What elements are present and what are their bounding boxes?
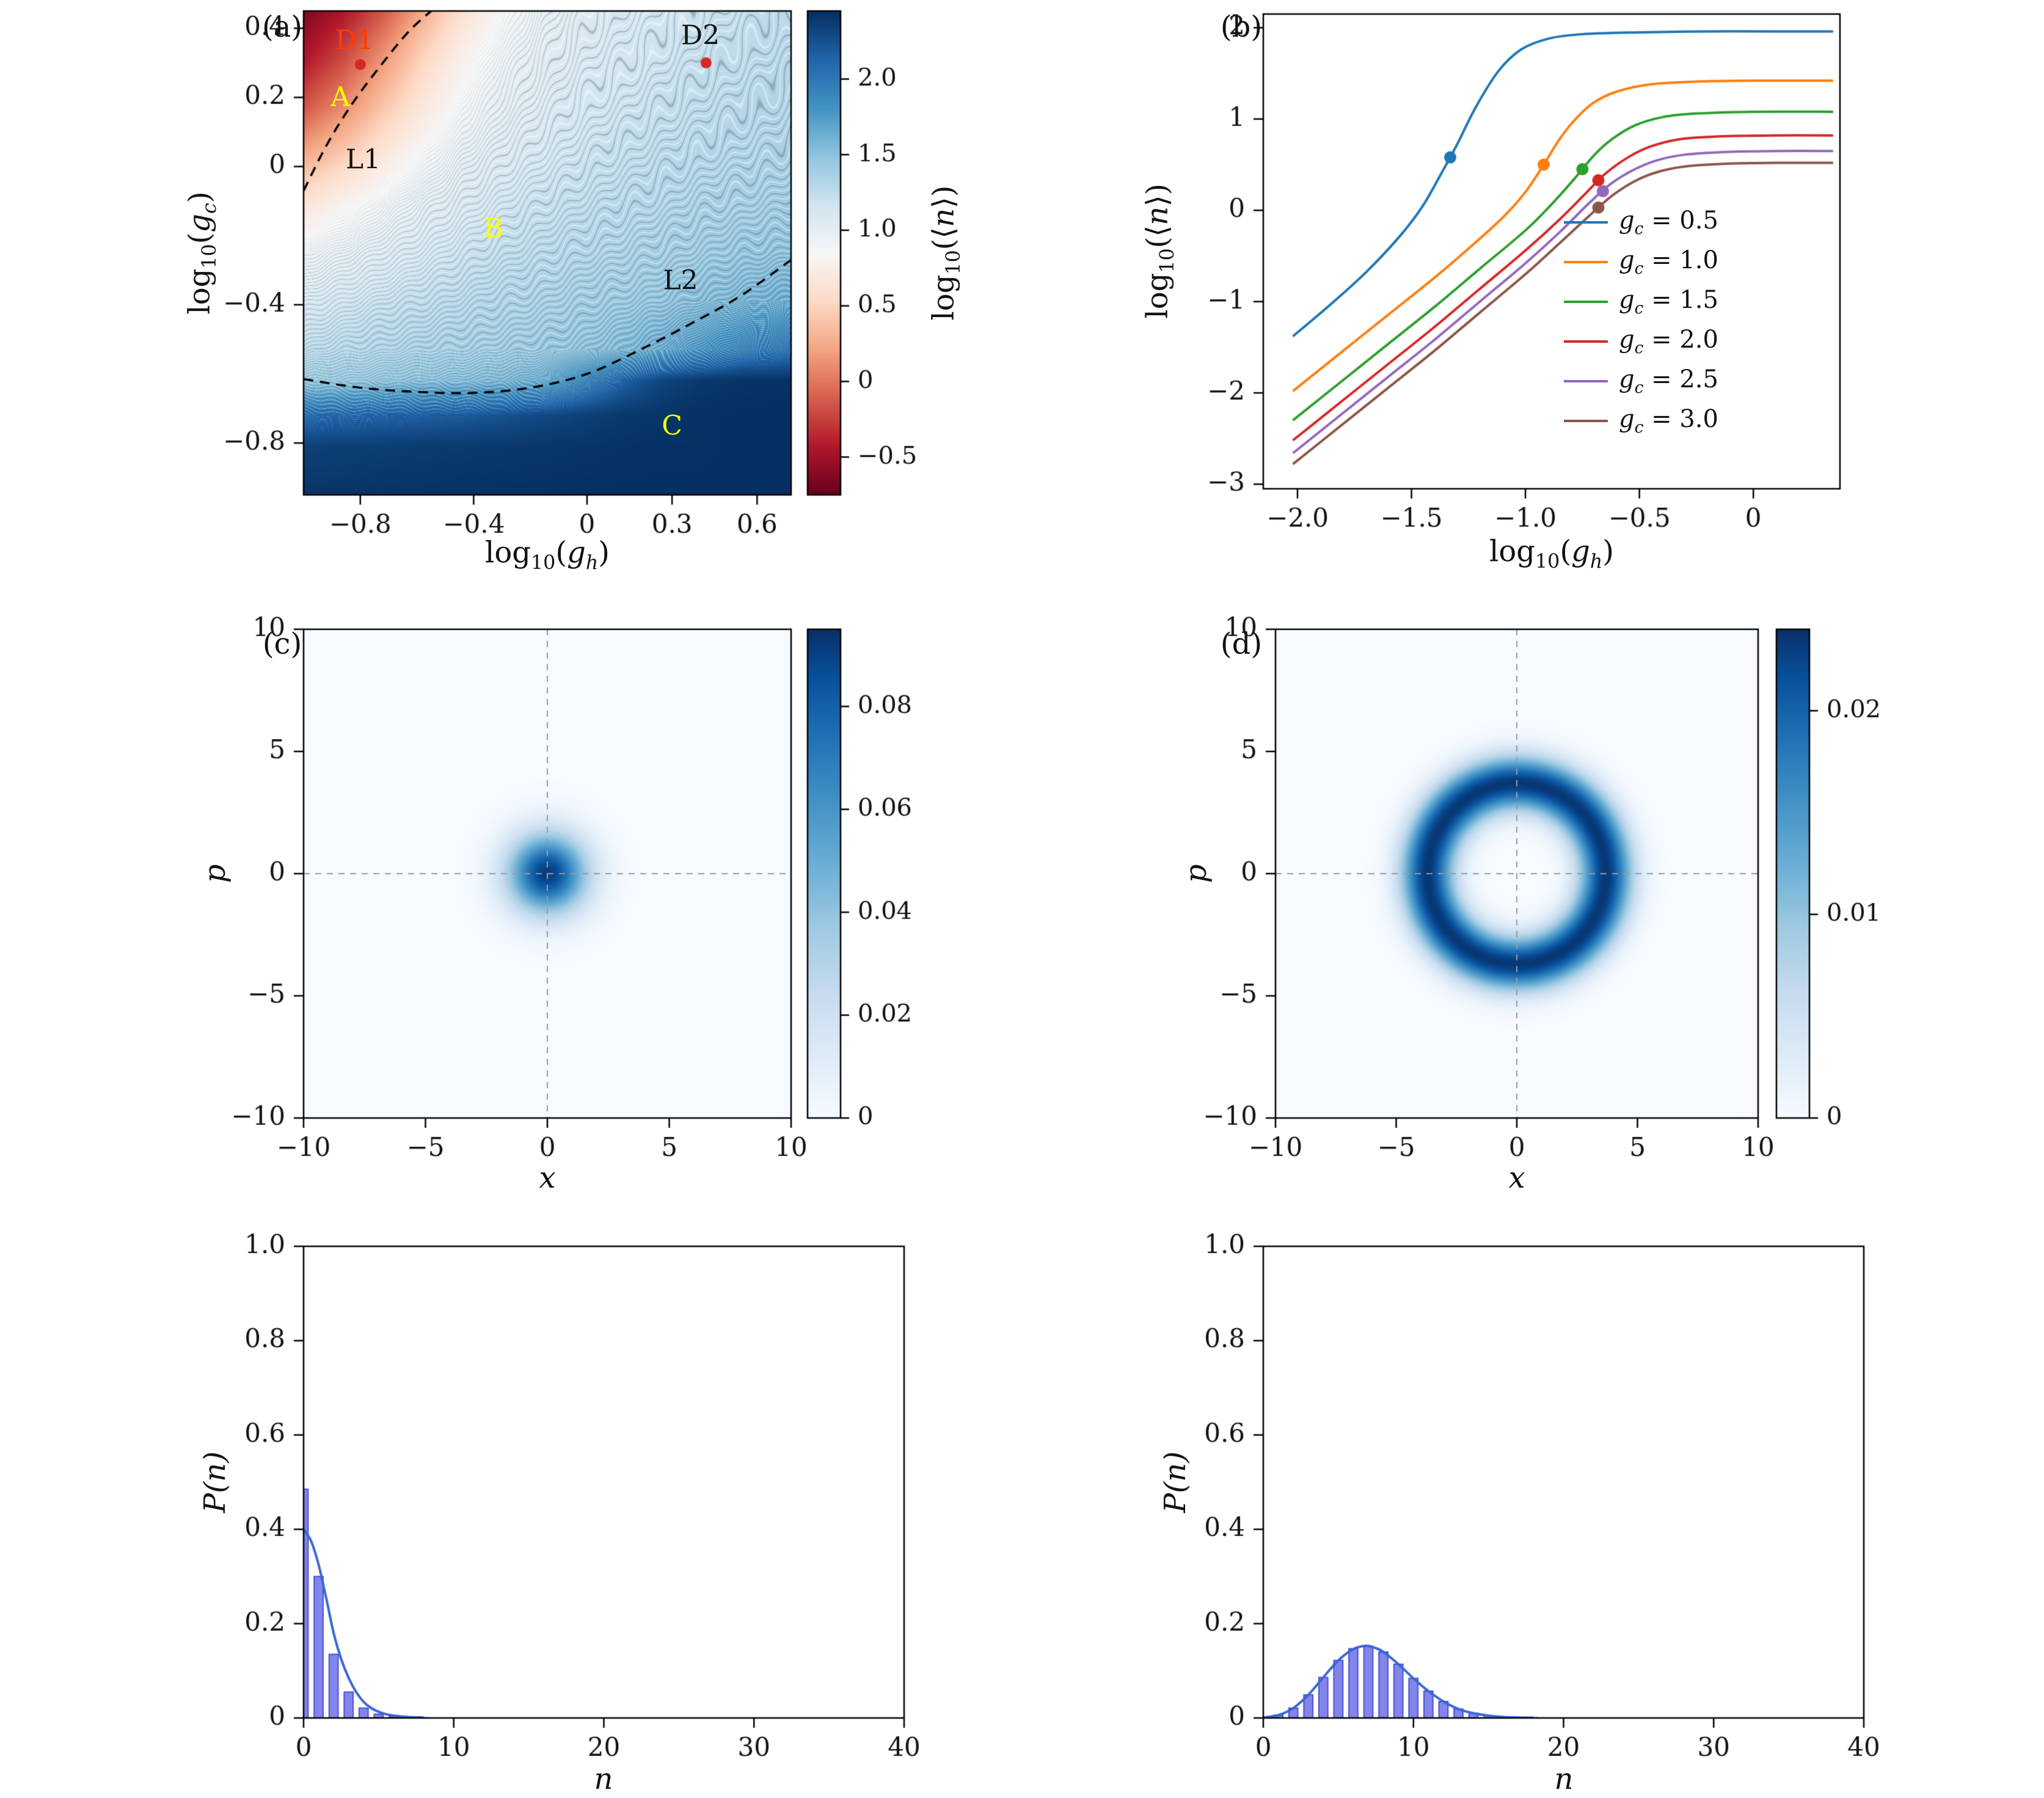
region-label-a: A bbox=[330, 81, 351, 113]
label-var: n bbox=[1140, 206, 1175, 225]
panel-b-ylabel: log10(⟨n⟩) bbox=[1141, 183, 1179, 318]
label-var: n bbox=[926, 208, 961, 227]
hist-right-ylabel: P(n) bbox=[1158, 1452, 1192, 1513]
legend: gc = 0.5 gc = 1.0 gc = 1.5 gc = 2.0 gc =… bbox=[1564, 206, 1718, 437]
panel-d-tag: (d) bbox=[1220, 627, 1263, 661]
panel-c-ylabel: p bbox=[198, 864, 232, 883]
legend-label: gc = 3.0 bbox=[1619, 405, 1718, 437]
label-text: ) bbox=[182, 191, 217, 203]
label-var: p bbox=[1179, 864, 1213, 883]
label-text: ⟩) bbox=[1140, 183, 1175, 206]
label-text: ⟩) bbox=[926, 185, 961, 208]
legend-item: gc = 1.0 bbox=[1564, 246, 1718, 278]
label-var: P(n) bbox=[198, 1451, 232, 1513]
hist-left-xlabel: n bbox=[594, 1762, 613, 1796]
panel-a-xlabel: log10(gh) bbox=[485, 536, 610, 574]
label-text: (⟨ bbox=[1140, 225, 1175, 249]
region-label-b: B bbox=[483, 213, 504, 244]
point-label-d1: D1 bbox=[335, 24, 374, 56]
label-text: log bbox=[1489, 534, 1536, 569]
panel-c-xlabel: x bbox=[539, 1161, 555, 1195]
label-var: x bbox=[539, 1161, 556, 1195]
region-label-c: C bbox=[662, 410, 682, 442]
legend-item: gc = 0.5 bbox=[1564, 206, 1718, 238]
label-var: g bbox=[567, 535, 586, 570]
hist-left-ylabel: P(n) bbox=[198, 1452, 232, 1513]
label-varsub: c bbox=[199, 203, 221, 214]
label-text: ( bbox=[555, 535, 568, 570]
label-var: g bbox=[1571, 534, 1590, 569]
legend-line-sample bbox=[1564, 261, 1608, 263]
label-varsub: h bbox=[1590, 550, 1603, 573]
label-text: (⟨ bbox=[926, 227, 961, 250]
label-sub: 10 bbox=[1156, 248, 1179, 273]
legend-item: gc = 2.5 bbox=[1564, 365, 1718, 397]
panel-a-colorbar-label: log10(⟨n⟩) bbox=[927, 185, 965, 320]
label-var: p bbox=[198, 864, 232, 883]
legend-line-sample bbox=[1564, 380, 1608, 382]
legend-item: gc = 2.0 bbox=[1564, 326, 1718, 357]
legend-item: gc = 1.5 bbox=[1564, 286, 1718, 318]
label-text: ( bbox=[182, 232, 217, 244]
legend-label: gc = 0.5 bbox=[1619, 206, 1718, 238]
panel-a-ylabel: log10(gc) bbox=[183, 191, 221, 314]
label-text: ( bbox=[1560, 534, 1572, 569]
panel-b-tag: (b) bbox=[1220, 10, 1263, 44]
label-sub: 10 bbox=[943, 250, 965, 275]
label-var: P(n) bbox=[1158, 1451, 1192, 1513]
label-varsub: h bbox=[585, 552, 599, 574]
label-sub: 10 bbox=[531, 552, 556, 574]
line-label-l1: L1 bbox=[345, 144, 381, 175]
label-sub: 10 bbox=[199, 244, 221, 269]
legend-item: gc = 3.0 bbox=[1564, 405, 1718, 437]
legend-label: gc = 2.5 bbox=[1619, 365, 1718, 397]
label-var: n bbox=[594, 1762, 613, 1796]
legend-label: gc = 1.5 bbox=[1619, 286, 1718, 318]
legend-label: gc = 1.0 bbox=[1619, 246, 1718, 278]
legend-line-sample bbox=[1564, 420, 1608, 422]
legend-line-sample bbox=[1564, 340, 1608, 343]
label-var: x bbox=[1508, 1161, 1525, 1195]
hist-right-xlabel: n bbox=[1555, 1762, 1574, 1796]
label-text: log bbox=[485, 535, 531, 570]
label-text: ) bbox=[598, 535, 610, 570]
point-label-d2: D2 bbox=[681, 20, 720, 51]
label-var: g bbox=[182, 213, 217, 233]
label-text: log bbox=[1140, 272, 1175, 319]
panel-d-xlabel: x bbox=[1508, 1161, 1525, 1195]
label-sub: 10 bbox=[1535, 550, 1560, 573]
legend-label: gc = 2.0 bbox=[1619, 326, 1718, 357]
legend-line-sample bbox=[1564, 221, 1608, 224]
panel-b-xlabel: log10(gh) bbox=[1489, 535, 1614, 573]
label-text: log bbox=[926, 274, 961, 321]
label-var: n bbox=[1554, 1762, 1574, 1796]
label-text: log bbox=[182, 268, 217, 315]
label-text: ) bbox=[1602, 534, 1614, 569]
panel-c-tag: (c) bbox=[262, 627, 302, 661]
panel-a-tag: (a) bbox=[261, 10, 303, 44]
panel-d-ylabel: p bbox=[1179, 864, 1213, 883]
line-label-l2: L2 bbox=[663, 265, 698, 296]
legend-line-sample bbox=[1564, 301, 1608, 303]
